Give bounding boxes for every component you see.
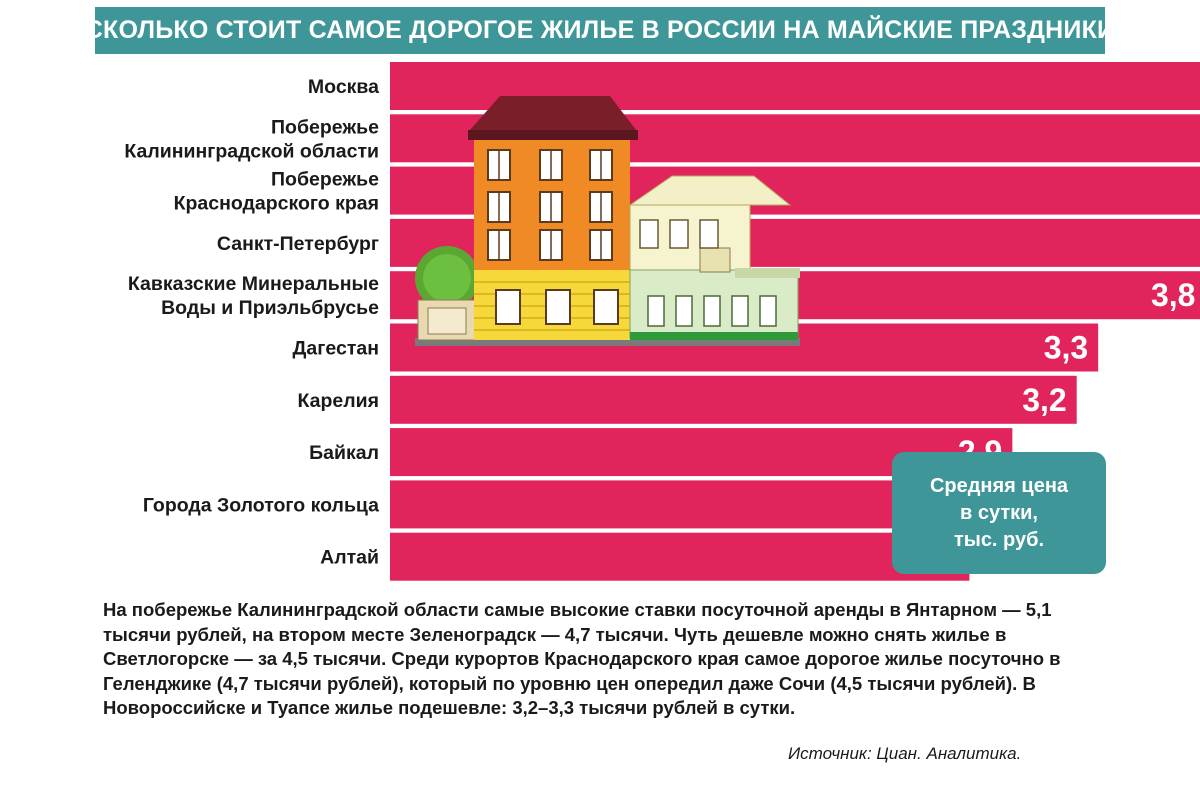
bar-value-label-5: 3,3 bbox=[1044, 330, 1088, 366]
building-window bbox=[731, 295, 749, 327]
legend-box: Средняя цена в сутки, тыс. руб. bbox=[892, 452, 1106, 574]
category-label-6: Карелия bbox=[298, 390, 380, 412]
building-window bbox=[593, 289, 619, 325]
category-label-2-line-1: Краснодарского края bbox=[174, 193, 379, 215]
building-window bbox=[759, 295, 777, 327]
category-label-1-line-1: Калининградской области bbox=[124, 140, 379, 162]
description-text: На побережье Калининградской области сам… bbox=[103, 599, 1061, 718]
building-window bbox=[495, 289, 521, 325]
bar-6 bbox=[390, 375, 1077, 424]
building-window bbox=[545, 289, 571, 325]
source-note: Источник: Циан. Аналитика. bbox=[788, 744, 1022, 763]
building-window bbox=[699, 219, 719, 249]
bar-value-label-6: 3,2 bbox=[1022, 382, 1066, 418]
bar-8 bbox=[390, 480, 991, 529]
category-label-3: Санкт-Петербург bbox=[217, 233, 379, 255]
category-label-0: Москва bbox=[308, 76, 379, 98]
category-label-9: Алтай bbox=[320, 547, 379, 569]
legend-line-2: в сутки, bbox=[959, 501, 1038, 524]
building-window bbox=[647, 295, 665, 327]
category-label-4-line-0: Кавказские Минеральные bbox=[128, 273, 379, 295]
legend-line-1: Средняя цена bbox=[929, 474, 1069, 497]
category-label-4-line-1: Воды и Приэльбрусье bbox=[161, 297, 379, 319]
category-label-7: Байкал bbox=[309, 442, 379, 464]
bar-9 bbox=[390, 532, 970, 581]
legend-line-3: тыс. руб. bbox=[953, 528, 1045, 551]
bar-value-label-4: 3,8 bbox=[1151, 277, 1195, 313]
category-label-1-line-0: Побережье bbox=[271, 116, 379, 138]
chart-title: СКОЛЬКО СТОИТ САМОЕ ДОРОГОЕ ЖИЛЬЕ В РОСС… bbox=[85, 7, 1115, 54]
category-label-5: Дагестан bbox=[293, 338, 379, 360]
building-window bbox=[639, 219, 659, 249]
category-label-2-line-0: Побережье bbox=[271, 169, 379, 191]
building-window bbox=[675, 295, 693, 327]
building-window bbox=[669, 219, 689, 249]
building-window bbox=[703, 295, 721, 327]
category-label-8: Города Золотого кольца bbox=[143, 494, 379, 516]
